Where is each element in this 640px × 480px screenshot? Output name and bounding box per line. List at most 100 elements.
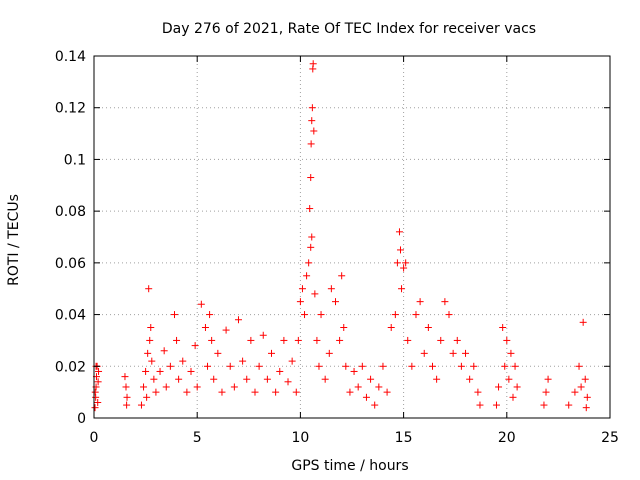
data-point bbox=[371, 401, 379, 409]
data-point bbox=[331, 298, 339, 306]
data-point bbox=[122, 383, 130, 391]
data-point bbox=[255, 362, 263, 370]
x-tick-label: 25 bbox=[601, 430, 619, 446]
data-points bbox=[91, 60, 591, 412]
data-point bbox=[94, 378, 102, 386]
data-point bbox=[540, 401, 548, 409]
data-point bbox=[308, 104, 316, 112]
x-tick-label: 5 bbox=[193, 430, 202, 446]
data-point bbox=[342, 362, 350, 370]
data-point bbox=[247, 336, 255, 344]
data-point bbox=[173, 336, 181, 344]
data-point bbox=[298, 285, 306, 293]
data-point bbox=[391, 311, 399, 319]
data-point bbox=[179, 357, 187, 365]
data-point bbox=[412, 311, 420, 319]
data-point bbox=[571, 388, 579, 396]
data-point bbox=[579, 318, 587, 326]
data-point bbox=[280, 336, 288, 344]
data-point bbox=[137, 401, 145, 409]
plot-frame bbox=[93, 55, 611, 419]
data-point bbox=[146, 336, 154, 344]
data-point bbox=[362, 393, 370, 401]
data-point bbox=[307, 243, 315, 251]
data-point bbox=[308, 117, 316, 125]
data-point bbox=[492, 401, 500, 409]
data-point bbox=[234, 316, 242, 324]
y-tick-label: 0.12 bbox=[55, 101, 86, 117]
y-tick-label: 0.1 bbox=[64, 152, 86, 168]
data-point bbox=[583, 393, 591, 401]
data-point bbox=[307, 174, 315, 182]
data-point bbox=[404, 336, 412, 344]
data-point bbox=[544, 375, 552, 383]
x-axis-label: GPS time / hours bbox=[291, 458, 408, 474]
data-point bbox=[94, 398, 102, 406]
data-point bbox=[301, 311, 309, 319]
data-point bbox=[162, 383, 170, 391]
data-point bbox=[206, 311, 214, 319]
data-point bbox=[513, 383, 521, 391]
data-point bbox=[507, 349, 515, 357]
y-tick-label: 0.14 bbox=[55, 49, 86, 65]
data-point bbox=[354, 383, 362, 391]
data-point bbox=[375, 383, 383, 391]
data-point bbox=[501, 362, 509, 370]
data-point bbox=[505, 375, 513, 383]
data-point bbox=[395, 228, 403, 236]
data-point bbox=[313, 336, 321, 344]
y-tick-label: 0.02 bbox=[55, 359, 86, 375]
data-point bbox=[358, 362, 366, 370]
data-point bbox=[187, 367, 195, 375]
data-point bbox=[577, 383, 585, 391]
data-point bbox=[449, 349, 457, 357]
data-point bbox=[325, 349, 333, 357]
data-point bbox=[582, 404, 590, 412]
data-point bbox=[208, 336, 216, 344]
data-point bbox=[226, 362, 234, 370]
data-point bbox=[150, 375, 158, 383]
data-point bbox=[308, 233, 316, 241]
data-point bbox=[379, 362, 387, 370]
data-point bbox=[201, 324, 209, 331]
data-point bbox=[259, 331, 267, 339]
data-point bbox=[222, 326, 230, 334]
data-point bbox=[327, 285, 335, 293]
data-point bbox=[143, 393, 151, 401]
y-tick-label: 0.08 bbox=[55, 204, 86, 220]
x-tick-label: 0 bbox=[90, 430, 99, 446]
data-point bbox=[123, 393, 131, 401]
data-point bbox=[509, 393, 517, 401]
data-point bbox=[95, 367, 103, 375]
data-point bbox=[170, 311, 178, 319]
data-point bbox=[147, 324, 155, 331]
data-point bbox=[397, 246, 405, 254]
data-point bbox=[142, 367, 150, 375]
data-point bbox=[307, 140, 315, 148]
y-tick-label: 0.06 bbox=[55, 256, 86, 272]
data-point bbox=[210, 375, 218, 383]
data-point bbox=[338, 272, 346, 280]
data-point bbox=[230, 383, 238, 391]
x-tick-label: 15 bbox=[395, 430, 413, 446]
x-tick-label: 10 bbox=[291, 430, 309, 446]
data-point bbox=[424, 324, 432, 331]
data-point bbox=[542, 388, 550, 396]
data-point bbox=[420, 349, 428, 357]
data-point bbox=[321, 375, 329, 383]
data-point bbox=[398, 285, 406, 293]
data-point bbox=[350, 367, 358, 375]
data-point bbox=[315, 362, 323, 370]
data-point bbox=[193, 383, 201, 391]
data-point bbox=[393, 259, 401, 267]
data-point bbox=[400, 264, 408, 272]
data-point bbox=[239, 357, 247, 365]
data-point bbox=[197, 300, 205, 308]
chart-title: Day 276 of 2021, Rate Of TEC Index for r… bbox=[162, 21, 536, 37]
data-point bbox=[292, 388, 300, 396]
data-point bbox=[474, 388, 482, 396]
data-point bbox=[251, 388, 259, 396]
data-point bbox=[272, 388, 280, 396]
data-point bbox=[243, 375, 251, 383]
